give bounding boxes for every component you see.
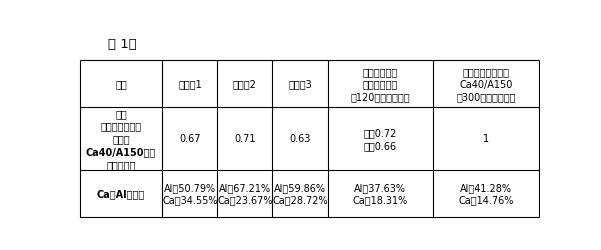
- Text: 喷粉芯钙铝包芯线
Ca40/A150
（300吨精炼钢包）: 喷粉芯钙铝包芯线 Ca40/A150 （300吨精炼钢包）: [456, 66, 516, 102]
- Text: 0.67: 0.67: [179, 134, 201, 144]
- Text: 0.63: 0.63: [289, 134, 311, 144]
- Text: Ca、Al收得率: Ca、Al收得率: [97, 188, 145, 198]
- Text: 喷铝包芯线加
喷纯钙包芯线
（120吨精炼钢包）: 喷铝包芯线加 喷纯钙包芯线 （120吨精炼钢包）: [350, 66, 410, 102]
- Text: 项目: 项目: [115, 79, 127, 89]
- Text: 实施例2: 实施例2: [233, 79, 257, 89]
- Text: Al：41.28%
Ca：14.76%: Al：41.28% Ca：14.76%: [458, 182, 513, 205]
- Text: Al：59.86%
Ca：28.72%: Al：59.86% Ca：28.72%: [272, 182, 328, 205]
- Text: 实施例3: 实施例3: [288, 79, 312, 89]
- Text: 铝线0.72
钙线0.66: 铝线0.72 钙线0.66: [364, 128, 397, 150]
- Text: 实施例1: 实施例1: [178, 79, 202, 89]
- Text: 1: 1: [483, 134, 489, 144]
- Text: 0.71: 0.71: [234, 134, 255, 144]
- Text: 表 1：: 表 1：: [108, 38, 136, 51]
- Text: Al：67.21%
Ca：23.67%: Al：67.21% Ca：23.67%: [217, 182, 273, 205]
- Text: 用量
（以喷粉芯钙铝
包芯线
Ca40/A150的用
量为基数）: 用量 （以喷粉芯钙铝 包芯线 Ca40/A150的用 量为基数）: [86, 108, 156, 169]
- Text: Al：50.79%
Ca：34.55%: Al：50.79% Ca：34.55%: [162, 182, 218, 205]
- Text: Al：37.63%
Ca：18.31%: Al：37.63% Ca：18.31%: [353, 182, 408, 205]
